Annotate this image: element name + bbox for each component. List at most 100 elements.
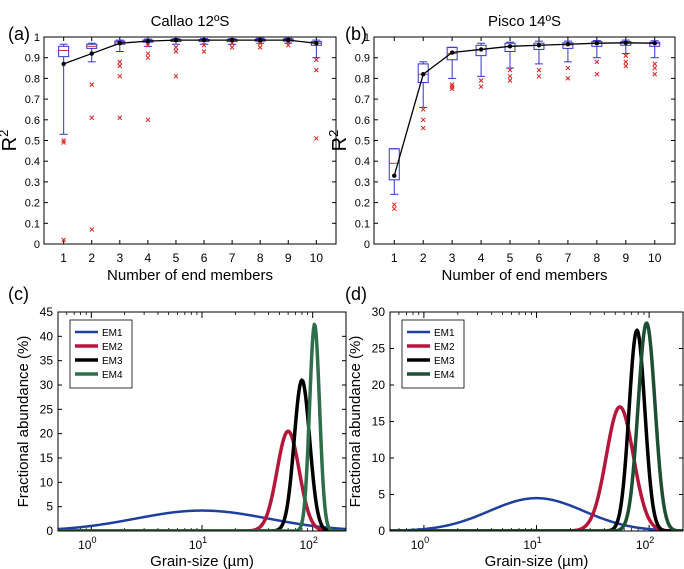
- x-axis-label: Number of end members: [442, 267, 608, 284]
- mean-point: [89, 51, 94, 56]
- x-tick-label-base: 10: [636, 538, 650, 552]
- y-axis-label-superscript: 2: [0, 130, 11, 137]
- series-line-em4: [58, 322, 346, 531]
- outlier-point: [229, 40, 235, 46]
- legend-frame: [69, 319, 133, 389]
- outlier-point: [652, 61, 658, 67]
- y-tick-label: 15: [40, 451, 54, 465]
- x-tick-label: 6: [536, 251, 543, 265]
- y-tick-label: 10: [40, 475, 54, 489]
- legend-label: EM1: [434, 328, 455, 339]
- outlier-point: [89, 227, 95, 232]
- outlier-point: [420, 125, 426, 131]
- mean-point: [652, 41, 657, 46]
- series-line-em4: [390, 321, 683, 531]
- legend-label: EM3: [102, 356, 123, 367]
- panel-letter: (b): [345, 24, 367, 44]
- y-tick-label: 45: [40, 305, 54, 319]
- mean-point: [173, 37, 179, 43]
- x-tick-label: 1: [60, 251, 67, 265]
- x-tick-label-exponent: 0: [91, 535, 96, 545]
- x-tick-label-base: 10: [78, 538, 92, 552]
- x-tick-label: 5: [173, 251, 180, 265]
- outlier-point: [507, 78, 513, 83]
- y-tick-label: 0.3: [25, 177, 40, 189]
- x-tick-label: 4: [478, 251, 485, 265]
- x-tick-label-exponent: 1: [202, 535, 207, 545]
- legend-label: EM4: [434, 370, 455, 381]
- outlier-point: [145, 51, 151, 56]
- y-tick-label: 15: [372, 415, 386, 429]
- x-tick-label: 3: [449, 251, 456, 265]
- series-line-em2: [390, 405, 683, 531]
- series-group: [390, 321, 683, 531]
- outlier-point: [117, 59, 123, 65]
- mean-point: [478, 47, 484, 52]
- y-tick-label: 0.1: [25, 218, 40, 230]
- x-axis-label: Grain-size (µm): [485, 553, 589, 569]
- legend-label: EM1: [102, 328, 123, 339]
- outlier-point: [89, 115, 95, 121]
- y-tick-label: 0.8: [25, 73, 40, 85]
- outlier-point: [145, 42, 151, 48]
- y-tick-label: 20: [372, 378, 386, 392]
- y-tick-label: 30: [40, 378, 54, 392]
- y-tick-label: 0: [34, 239, 40, 251]
- x-tick-label: 5: [507, 251, 514, 265]
- outlier-point: [257, 40, 263, 46]
- plot-frame: [43, 36, 337, 245]
- mean-point: [536, 43, 542, 48]
- x-axis-label: Grain-size (µm): [150, 553, 254, 569]
- y-tick-label: 0.5: [25, 136, 40, 148]
- outlier-point: [61, 138, 67, 143]
- x-tick-label: 8: [594, 251, 601, 265]
- y-tick-label: 25: [372, 342, 386, 356]
- outlier-point: [145, 117, 151, 123]
- mean-point: [594, 41, 600, 46]
- outlier-point: [565, 65, 571, 71]
- y-tick-label: 0.6: [355, 115, 370, 127]
- y-tick-label: 1: [34, 32, 40, 44]
- plot-frame: [373, 36, 676, 245]
- outlier-point: [478, 78, 484, 83]
- outlier-point: [507, 67, 513, 73]
- x-tick-label: 101: [523, 535, 541, 552]
- y-tick-label: 35: [40, 354, 54, 368]
- outlier-point: [536, 73, 542, 79]
- box: [417, 63, 429, 84]
- outlier-point: [285, 42, 291, 48]
- x-tick-label: 2: [88, 251, 95, 265]
- outlier-point: [391, 206, 397, 212]
- x-tick-label: 100: [78, 535, 96, 552]
- x-tick-label: 7: [565, 251, 572, 265]
- y-tick-label: 20: [40, 427, 54, 441]
- chart-title: Pisco 14ºS: [488, 13, 561, 30]
- x-tick-label: 9: [622, 251, 629, 265]
- y-axis-label-superscript: 2: [326, 130, 341, 137]
- x-tick-label: 4: [145, 251, 152, 265]
- x-tick-label: 10: [648, 251, 662, 265]
- x-tick-label: 101: [189, 535, 207, 552]
- boxplot-panel-b: 0 0.1 0.2 0.3 0.4 0.5 0.6 0.7 0.8 0.9 1 1 2 3 4 5 6 7 8 9 10…: [326, 13, 676, 284]
- x-tick-label: 2: [420, 251, 427, 265]
- mean-point: [449, 50, 455, 55]
- y-tick-label: 5: [378, 488, 385, 502]
- mean-point: [229, 37, 235, 43]
- outlier-point: [145, 55, 151, 61]
- mean-point: [257, 37, 263, 43]
- y-tick-label: 0.2: [355, 198, 370, 210]
- mean-point: [201, 37, 207, 43]
- y-tick-label: 1: [364, 32, 370, 44]
- outlier-point: [173, 44, 179, 50]
- outlier-point: [117, 63, 123, 69]
- outlier-point: [201, 42, 207, 48]
- outlier-point: [565, 76, 571, 81]
- mean-point: [61, 61, 66, 67]
- x-tick-label: 3: [116, 251, 123, 265]
- y-axis-label-base: R: [0, 137, 21, 151]
- x-tick-label: 1: [391, 251, 398, 265]
- mean-point: [565, 42, 571, 47]
- series-group: [58, 322, 346, 531]
